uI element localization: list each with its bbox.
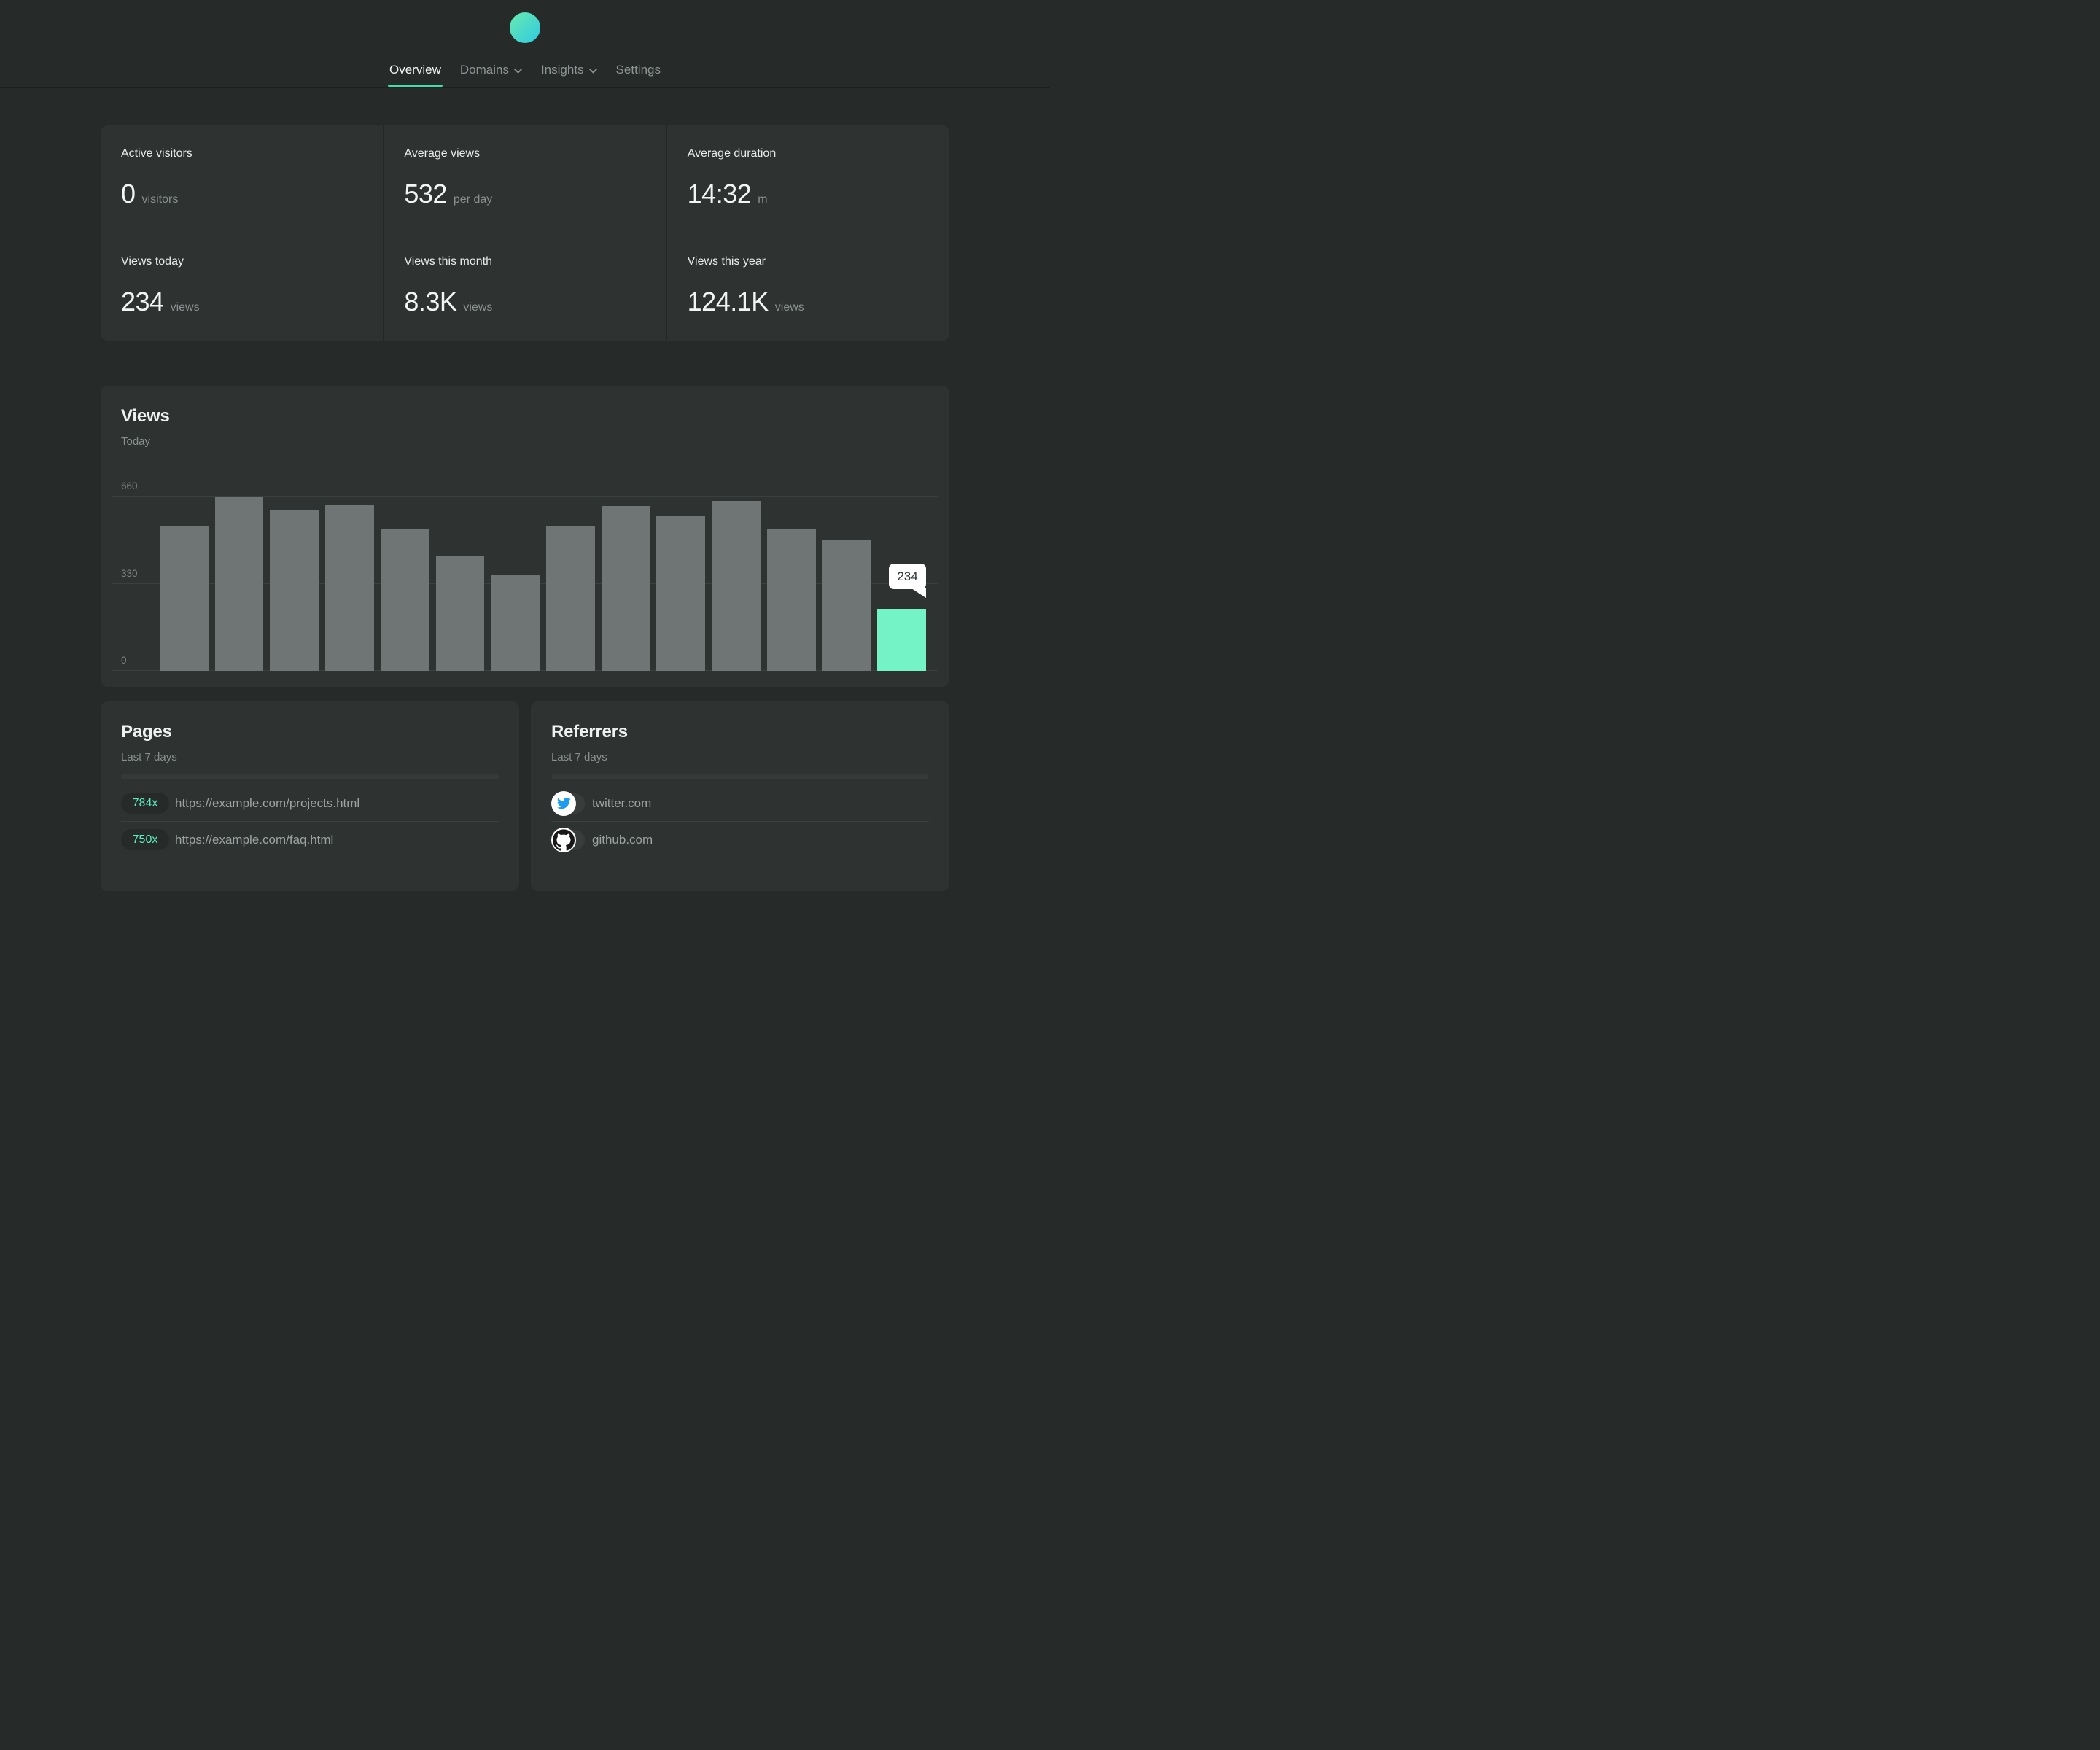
page-url[interactable]: https://example.com/projects.html	[175, 796, 360, 810]
referrer-row[interactable]: github.com	[551, 822, 929, 858]
stat-label: Active visitors	[121, 147, 192, 160]
tab-domains-label: Domains	[459, 63, 509, 77]
stat-views-this-month: Views this month 8.3K views	[384, 233, 666, 341]
stat-active-visitors: Active visitors 0 visitors	[101, 125, 384, 233]
bar[interactable]	[270, 509, 319, 671]
bottom-cards: Pages Last 7 days 784x https://example.c…	[101, 701, 949, 891]
stat-label: Average duration	[687, 147, 777, 160]
page-row[interactable]: 784x https://example.com/projects.html	[121, 785, 499, 821]
referrers-list: twitter.com github.com	[551, 785, 929, 858]
card-title: Views	[121, 406, 170, 426]
stat-value: 234	[121, 287, 164, 316]
bar[interactable]	[491, 574, 540, 671]
y-axis-tick: 0	[121, 655, 127, 666]
twitter-icon	[551, 790, 576, 816]
stat-value: 124.1K	[687, 287, 769, 316]
github-icon	[551, 827, 576, 852]
stat-views-this-year: Views this year 124.1K views	[666, 233, 949, 341]
referrer-row[interactable]: twitter.com	[551, 785, 929, 821]
fade-strip	[121, 774, 499, 779]
y-axis-tick: 660	[121, 481, 138, 491]
card-subtitle: Last 7 days	[551, 751, 607, 763]
bars	[160, 496, 927, 671]
stat-label: Views this year	[687, 255, 766, 268]
tab-overview[interactable]: Overview	[388, 53, 443, 87]
page-row[interactable]: 750x https://example.com/faq.html	[121, 822, 499, 858]
gridline	[112, 496, 938, 497]
pages-card: Pages Last 7 days 784x https://example.c…	[101, 701, 519, 891]
stat-value: 8.3K	[404, 287, 457, 316]
card-subtitle: Today	[121, 435, 151, 448]
stat-unit: views	[463, 301, 493, 314]
bar[interactable]	[822, 540, 871, 671]
card-subtitle: Last 7 days	[121, 751, 177, 763]
fade-strip	[551, 774, 929, 779]
page-content: Active visitors 0 visitors Average views…	[101, 125, 949, 891]
bar[interactable]	[656, 515, 706, 671]
stats-grid: Active visitors 0 visitors Average views…	[101, 125, 949, 341]
pages-list: 784x https://example.com/projects.html 7…	[121, 785, 499, 858]
stat-views-today: Views today 234 views	[101, 233, 384, 341]
stat-label: Views this month	[404, 255, 492, 268]
chart-tooltip: 234	[889, 564, 926, 598]
bar[interactable]	[160, 526, 209, 671]
referrer-badge	[551, 827, 585, 852]
bar-highlighted[interactable]	[877, 608, 927, 671]
referrer-domain[interactable]: github.com	[592, 832, 653, 847]
referrers-card: Referrers Last 7 days twitter.com	[531, 701, 949, 891]
chart-tooltip-value: 234	[897, 569, 918, 583]
page-count-badge: 750x	[121, 829, 169, 850]
tab-insights-label: Insights	[540, 63, 584, 77]
stat-label: Views today	[121, 255, 184, 268]
bar[interactable]	[601, 505, 650, 671]
stat-unit: m	[758, 193, 768, 206]
page-url[interactable]: https://example.com/faq.html	[175, 832, 334, 847]
main-nav: Overview Domains Insights Settings	[0, 53, 1050, 87]
stat-value: 532	[404, 179, 447, 209]
bar[interactable]	[214, 497, 264, 671]
chevron-down-icon	[588, 68, 597, 73]
top-navbar: Overview Domains Insights Settings	[0, 0, 1050, 88]
stat-value: 14:32	[687, 179, 752, 209]
card-title: Referrers	[551, 722, 628, 742]
bar[interactable]	[435, 555, 485, 671]
stat-average-duration: Average duration 14:32 m	[666, 125, 949, 233]
stat-label: Average views	[404, 147, 481, 160]
referrer-badge	[551, 790, 585, 816]
views-chart-card: Views Today 660 330 0 234	[101, 386, 949, 687]
stat-unit: views	[774, 301, 804, 314]
stat-unit: per day	[453, 193, 493, 206]
bar[interactable]	[325, 504, 374, 671]
chevron-down-icon	[514, 68, 522, 73]
divider	[551, 821, 929, 822]
y-axis-tick: 330	[121, 568, 138, 579]
tab-settings[interactable]: Settings	[616, 53, 661, 87]
tab-overview-label: Overview	[389, 63, 441, 77]
card-title: Pages	[121, 722, 172, 742]
bar[interactable]	[766, 529, 816, 671]
stat-unit: views	[170, 301, 200, 314]
tab-domains[interactable]: Domains	[460, 53, 522, 87]
tab-settings-label: Settings	[615, 63, 661, 77]
stat-value: 0	[121, 179, 136, 209]
app-logo[interactable]	[510, 12, 540, 43]
active-tab-underline	[388, 85, 443, 87]
divider	[121, 821, 499, 822]
bar[interactable]	[546, 526, 595, 671]
bar[interactable]	[380, 529, 429, 671]
bar[interactable]	[712, 501, 761, 671]
referrer-domain[interactable]: twitter.com	[592, 796, 652, 810]
stat-average-views: Average views 532 per day	[384, 125, 666, 233]
stat-unit: visitors	[141, 193, 179, 206]
views-bar-chart: 660 330 0 234	[112, 480, 938, 671]
tab-insights[interactable]: Insights	[541, 53, 597, 87]
page-count-badge: 784x	[121, 793, 169, 814]
